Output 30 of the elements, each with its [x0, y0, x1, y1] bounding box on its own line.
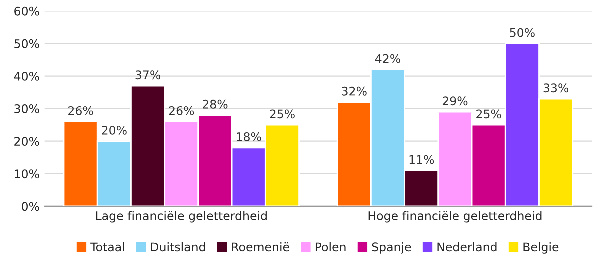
- y-tick-label: 40%: [14, 72, 40, 81]
- data-label: 11%: [410, 155, 434, 164]
- data-label: 42%: [375, 54, 400, 64]
- data-label: 26%: [169, 106, 194, 116]
- x-tick-label: Hoge financiële geletterdheid: [368, 211, 542, 223]
- y-tick-label: 60%: [14, 6, 40, 16]
- legend-label: Duitsland: [151, 242, 206, 252]
- data-label: 37%: [136, 70, 160, 80]
- data-label: 26%: [68, 106, 94, 116]
- data-label: 33%: [544, 84, 569, 93]
- x-tick-label: Lage financiële geletterdheid: [96, 211, 267, 223]
- legend-label: Spanje: [372, 242, 412, 254]
- y-tick-label: 10%: [15, 170, 40, 179]
- legend-label: Belgie: [524, 242, 559, 254]
- y-tick-label: 0%: [22, 202, 40, 212]
- legend-label: Nederland: [438, 242, 497, 252]
- data-label: 50%: [510, 28, 535, 38]
- legend-label: Totaal: [90, 242, 124, 252]
- data-label: 20%: [102, 126, 127, 135]
- data-label: 25%: [270, 110, 295, 119]
- data-label: 28%: [203, 100, 228, 109]
- data-label: 25%: [476, 110, 502, 119]
- y-tick-label: 50%: [14, 39, 40, 48]
- y-tick-label: 30%: [14, 104, 40, 114]
- data-label: 32%: [342, 86, 367, 96]
- y-tick-label: 20%: [14, 137, 40, 146]
- legend-label: Polen: [316, 242, 346, 252]
- legend-label: Roemenië: [232, 242, 290, 252]
- data-label: 18%: [237, 132, 262, 142]
- data-label: 29%: [442, 96, 468, 106]
